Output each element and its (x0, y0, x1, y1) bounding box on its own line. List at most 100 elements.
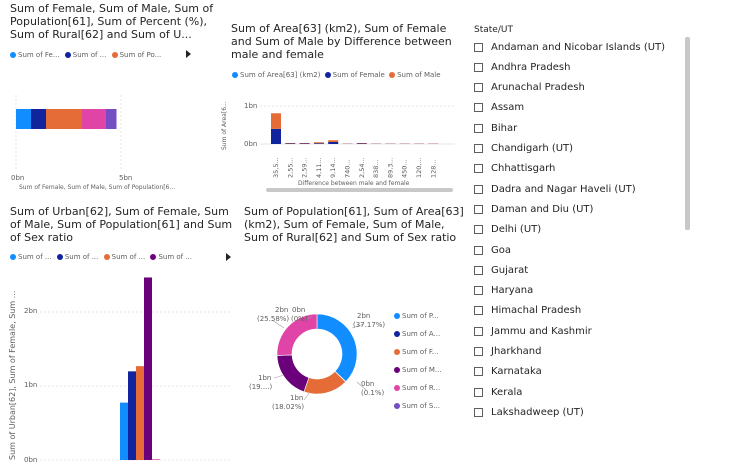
checkbox-icon[interactable] (474, 184, 483, 194)
legend-item[interactable]: Sum of R... (394, 379, 442, 397)
legend-item[interactable]: Sum of ... (10, 253, 52, 261)
slicer-item-label: Dadra and Nagar Haveli (UT) (491, 183, 636, 195)
checkbox-icon[interactable] (474, 286, 483, 296)
legend-next-arrow-icon[interactable] (186, 50, 191, 58)
visual2-legend: Sum of Area[63] (km2) Sum of Female Sum … (232, 71, 441, 79)
slicer-item-label: Andaman and Nicobar Islands (UT) (491, 41, 666, 53)
checkbox-icon[interactable] (474, 387, 483, 397)
x-tick-label: 838... (372, 159, 380, 178)
data-label: 0bn (361, 380, 375, 388)
legend-next-arrow-icon[interactable] (226, 253, 231, 261)
x-tick-label: 35,5... (272, 157, 280, 178)
x-tick-label: 2,55... (286, 157, 294, 178)
slicer-item[interactable]: Lakshadweep (UT) (474, 403, 584, 421)
bar (328, 140, 339, 142)
legend-item[interactable]: Sum of Po... (111, 51, 161, 59)
slicer-item-label: Haryana (491, 285, 534, 297)
legend-dot-icon (324, 72, 331, 78)
x-tick-label: 450... (401, 159, 409, 178)
slicer-item[interactable]: Himachal Pradesh (474, 302, 581, 320)
legend-dot-icon (10, 254, 16, 260)
legend-dot-icon (394, 313, 400, 319)
slicer-item[interactable]: Andaman and Nicobar Islands (UT) (474, 38, 665, 56)
slicer-item[interactable]: Chhattisgarh (474, 160, 555, 178)
checkbox-icon[interactable] (474, 164, 483, 174)
checkbox-icon[interactable] (474, 306, 483, 316)
leader-line (303, 391, 311, 401)
slicer-item[interactable]: Goa (474, 241, 511, 259)
checkbox-icon[interactable] (474, 245, 483, 255)
x-tick-label: 4,11... (315, 157, 323, 178)
legend-item[interactable]: Sum of Fe... (10, 51, 60, 59)
legend-item[interactable]: Sum of M... (394, 361, 442, 379)
x-axis-label: Sum of Female, Sum of Male, Sum of Popul… (19, 184, 176, 191)
checkbox-icon[interactable] (474, 204, 483, 214)
checkbox-icon[interactable] (474, 347, 483, 356)
slicer-item[interactable]: Andhra Pradesh (474, 58, 570, 76)
visual1-chart (15, 95, 122, 171)
legend-dot-icon (56, 254, 63, 260)
slicer-item[interactable]: Daman and Diu (UT) (474, 200, 593, 218)
slicer-item[interactable]: Karnataka (474, 363, 542, 381)
legend-item[interactable]: Sum of S... (394, 397, 442, 415)
bar (313, 143, 324, 144)
data-label: (0%) (291, 315, 308, 323)
legend-item[interactable]: Sum of ... (150, 253, 192, 261)
checkbox-icon[interactable] (474, 225, 483, 235)
slicer-item[interactable]: Gujarat (474, 261, 528, 279)
legend-dot-icon (394, 403, 400, 409)
data-label: (19....) (249, 383, 273, 391)
visual2-title: Sum of Area[63] (km2), Sum of Female and… (231, 22, 452, 61)
slicer-item-label: Karnataka (491, 366, 542, 378)
horizontal-scrollbar[interactable] (266, 188, 453, 192)
y-tick-label: 0bn (244, 140, 258, 148)
checkbox-icon[interactable] (474, 144, 483, 153)
checkbox-icon[interactable] (474, 123, 483, 133)
slicer-item[interactable]: Kerala (474, 383, 522, 401)
leader-line (271, 319, 285, 329)
visual3-legend: Sum of ... Sum of ... Sum of ... Sum of … (10, 253, 192, 261)
checkbox-icon[interactable] (474, 83, 483, 93)
legend-item[interactable]: Sum of ... (56, 253, 98, 261)
legend-item[interactable]: Sum of Male (389, 71, 441, 79)
legend-item[interactable]: Sum of A... (394, 325, 442, 343)
slicer-item-label: Jammu and Kashmir (491, 325, 592, 337)
slicer-item[interactable]: Assam (474, 99, 524, 117)
legend-item[interactable]: Sum of F... (394, 343, 442, 361)
bar (271, 113, 281, 129)
slicer-item[interactable]: Delhi (UT) (474, 221, 541, 239)
slicer-item[interactable]: Arunachal Pradesh (474, 79, 585, 97)
slicer-item[interactable]: Jharkhand (474, 343, 541, 361)
x-tick-label: 5bn (119, 174, 133, 182)
checkbox-icon[interactable] (474, 265, 483, 275)
legend-item[interactable]: Sum of P... (394, 307, 442, 325)
slicer-item-label: Lakshadweep (UT) (491, 406, 584, 418)
legend-item[interactable]: Sum of Area[63] (km2) (232, 71, 320, 79)
data-label: 0bn (292, 306, 306, 314)
slicer-item-label: Gujarat (491, 264, 529, 276)
legend-item[interactable]: Sum of Female (324, 71, 385, 79)
checkbox-icon[interactable] (474, 42, 483, 52)
checkbox-icon[interactable] (474, 103, 483, 113)
y-axis-label: Sum of Urban[62], Sum of Female, Sum ... (8, 290, 17, 460)
checkbox-icon[interactable] (474, 326, 483, 336)
slicer-item[interactable]: Chandigarh (UT) (474, 140, 573, 158)
slicer-item[interactable]: Bihar (474, 119, 517, 137)
slicer-item[interactable]: Jammu and Kashmir (474, 322, 592, 340)
visual3-chart (40, 277, 230, 461)
slicer-item-label: Kerala (491, 386, 523, 398)
slicer-scrollbar[interactable] (685, 37, 690, 230)
visual1-title: Sum of Female, Sum of Male, Sum of Popul… (10, 2, 214, 41)
slicer-item[interactable]: Haryana (474, 282, 533, 300)
slicer-item-label: Chhattisgarh (491, 163, 556, 175)
bar-segment (82, 109, 106, 129)
legend-item[interactable]: Sum of ... (103, 253, 145, 261)
checkbox-icon[interactable] (474, 407, 483, 417)
slicer-item[interactable]: Dadra and Nagar Haveli (UT) (474, 180, 636, 198)
slicer-item-label: Goa (491, 244, 511, 256)
x-tick-label: 2,59... (301, 157, 309, 178)
checkbox-icon[interactable] (474, 62, 483, 72)
legend-item[interactable]: Sum of ... (64, 51, 106, 59)
leader-line (273, 374, 285, 379)
checkbox-icon[interactable] (474, 367, 483, 377)
